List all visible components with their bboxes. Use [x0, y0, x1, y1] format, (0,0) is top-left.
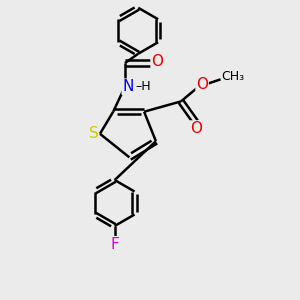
Text: N: N: [122, 79, 134, 94]
Text: S: S: [88, 126, 98, 141]
Text: O: O: [196, 77, 208, 92]
Text: O: O: [190, 121, 202, 136]
Text: –H: –H: [135, 80, 151, 93]
Text: CH₃: CH₃: [221, 70, 244, 83]
Text: O: O: [152, 54, 164, 69]
Text: F: F: [110, 237, 119, 252]
